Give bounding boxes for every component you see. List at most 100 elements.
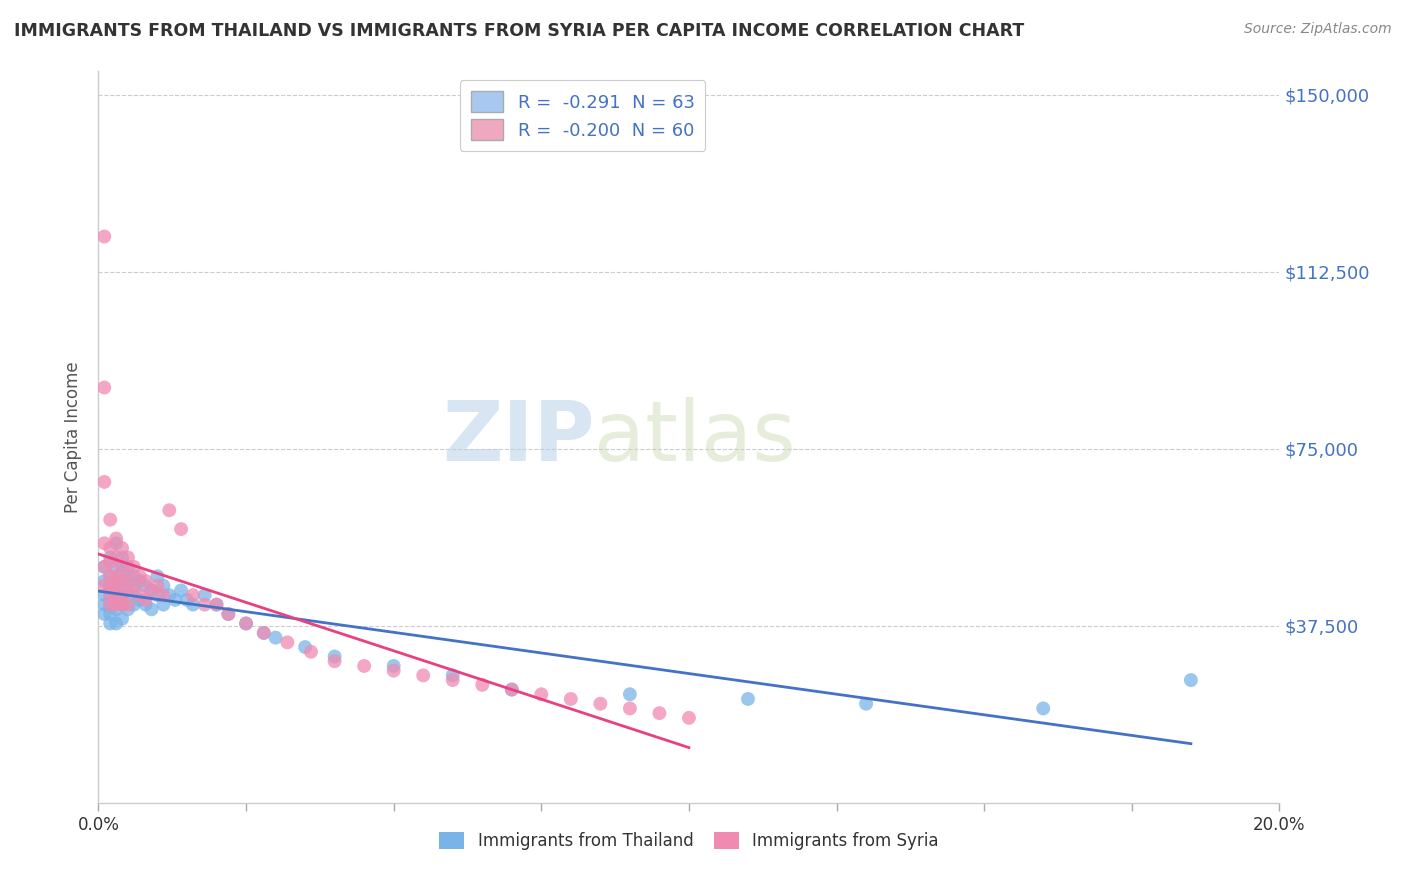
Point xyxy=(471,678,494,692)
Point xyxy=(105,574,128,588)
Point xyxy=(98,569,121,583)
Point xyxy=(122,569,145,583)
Point xyxy=(105,550,128,565)
Point xyxy=(146,588,169,602)
Point xyxy=(181,598,204,612)
Point xyxy=(98,588,121,602)
Text: IMMIGRANTS FROM THAILAND VS IMMIGRANTS FROM SYRIA PER CAPITA INCOME CORRELATION : IMMIGRANTS FROM THAILAND VS IMMIGRANTS F… xyxy=(14,22,1025,40)
Point xyxy=(170,583,193,598)
Point xyxy=(93,579,115,593)
Point xyxy=(323,649,346,664)
Point xyxy=(205,598,228,612)
Point xyxy=(105,593,128,607)
Point xyxy=(135,598,157,612)
Point xyxy=(105,602,128,616)
Point xyxy=(98,598,121,612)
Point xyxy=(235,616,257,631)
Point xyxy=(93,536,115,550)
Point xyxy=(122,598,145,612)
Point xyxy=(1032,701,1054,715)
Point xyxy=(105,569,128,583)
Point xyxy=(117,569,139,583)
Point xyxy=(737,692,759,706)
Point xyxy=(111,574,134,588)
Point xyxy=(382,659,405,673)
Point xyxy=(141,602,163,616)
Point xyxy=(111,598,134,612)
Point xyxy=(530,687,553,701)
Point xyxy=(117,574,139,588)
Point xyxy=(217,607,239,621)
Point xyxy=(93,588,115,602)
Point xyxy=(253,626,276,640)
Point xyxy=(205,598,228,612)
Point xyxy=(157,503,180,517)
Point xyxy=(111,588,134,602)
Point xyxy=(128,574,150,588)
Point xyxy=(648,706,671,720)
Point xyxy=(93,607,115,621)
Point xyxy=(589,697,612,711)
Point xyxy=(382,664,405,678)
Point xyxy=(93,475,115,489)
Point xyxy=(441,673,464,687)
Point xyxy=(111,559,134,574)
Point xyxy=(146,569,169,583)
Point xyxy=(135,574,157,588)
Point xyxy=(117,588,139,602)
Point xyxy=(135,579,157,593)
Point xyxy=(501,682,523,697)
Point xyxy=(117,559,139,574)
Point xyxy=(105,532,128,546)
Point xyxy=(111,579,134,593)
Point xyxy=(264,631,287,645)
Point xyxy=(93,229,115,244)
Point xyxy=(194,598,217,612)
Point xyxy=(111,588,134,602)
Point xyxy=(253,626,276,640)
Point xyxy=(98,513,121,527)
Point xyxy=(93,559,115,574)
Point xyxy=(93,380,115,394)
Point xyxy=(141,583,163,598)
Point xyxy=(441,668,464,682)
Text: Source: ZipAtlas.com: Source: ZipAtlas.com xyxy=(1244,22,1392,37)
Point xyxy=(98,588,121,602)
Point xyxy=(560,692,582,706)
Point xyxy=(111,612,134,626)
Point xyxy=(194,588,217,602)
Point xyxy=(152,588,174,602)
Point xyxy=(165,593,187,607)
Point xyxy=(128,569,150,583)
Point xyxy=(98,579,121,593)
Point xyxy=(111,541,134,555)
Point xyxy=(135,593,157,607)
Point xyxy=(105,559,128,574)
Point xyxy=(170,522,193,536)
Point xyxy=(111,565,134,579)
Point xyxy=(111,598,134,612)
Point xyxy=(619,687,641,701)
Point xyxy=(105,536,128,550)
Point xyxy=(276,635,298,649)
Point xyxy=(1180,673,1202,687)
Point xyxy=(98,598,121,612)
Text: ZIP: ZIP xyxy=(441,397,595,477)
Point xyxy=(128,588,150,602)
Point xyxy=(122,583,145,598)
Point xyxy=(157,588,180,602)
Point xyxy=(98,555,121,569)
Point xyxy=(141,583,163,598)
Point xyxy=(323,654,346,668)
Point xyxy=(93,598,115,612)
Point xyxy=(235,616,257,631)
Point xyxy=(117,583,139,598)
Point xyxy=(152,579,174,593)
Point xyxy=(146,579,169,593)
Point xyxy=(152,598,174,612)
Point xyxy=(98,550,121,565)
Point xyxy=(111,550,134,565)
Point xyxy=(217,607,239,621)
Point xyxy=(855,697,877,711)
Point xyxy=(105,616,128,631)
